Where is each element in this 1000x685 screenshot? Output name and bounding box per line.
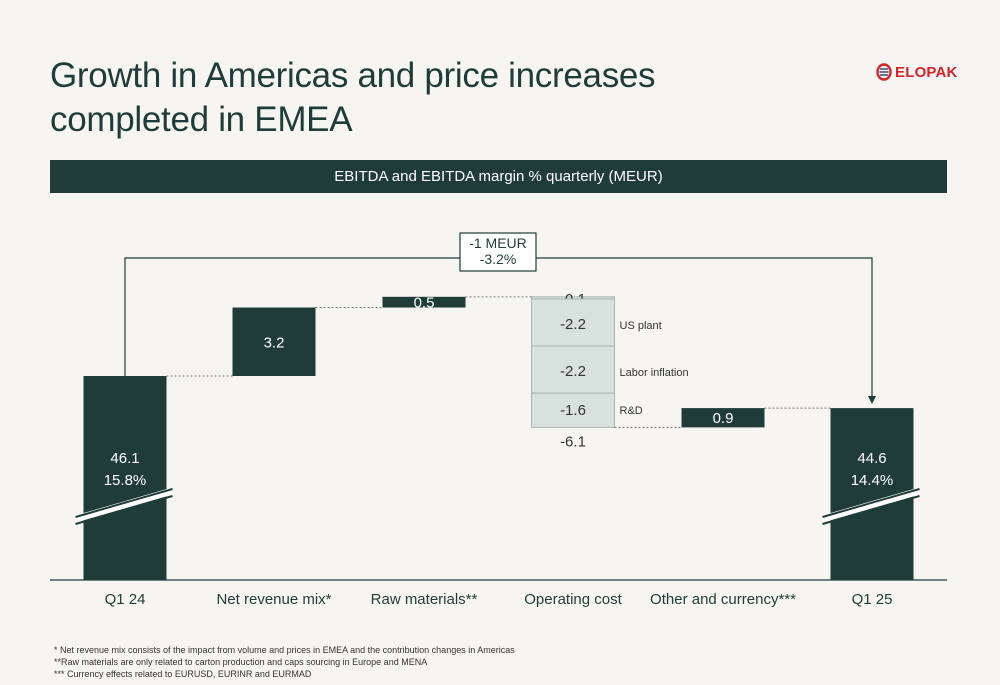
delta-bar [232, 307, 316, 376]
data-label: 0.9 [713, 410, 734, 427]
page-title: Growth in Americas and price increases c… [50, 54, 690, 142]
axis-break-line [75, 488, 173, 518]
segment-name: R&D [620, 405, 643, 417]
operating-cost-segment [531, 392, 615, 428]
axis-break-line [822, 488, 920, 518]
axis-break-gap [74, 487, 174, 523]
page-title-line-1: Growth in Americas and price increases [50, 56, 656, 95]
delta-bar [382, 296, 466, 308]
data-label: 0.5 [414, 295, 435, 312]
waterfall-chart: 46.115.8%3.20.5-0.1-2.2US plant-2.2Labor… [50, 232, 947, 608]
delta-bar [681, 408, 765, 428]
footnotes: * Net revenue mix consists of the impact… [54, 644, 515, 680]
axis-break-gap [821, 487, 921, 523]
total-bar [83, 376, 167, 580]
bridge-arrow-head [868, 396, 876, 404]
chart-title-banner: EBITDA and EBITDA margin % quarterly (ME… [50, 160, 947, 193]
segment-name: US plant [620, 320, 662, 332]
axis-break-line [75, 495, 173, 525]
category-label: Q1 25 [852, 591, 893, 608]
data-label: 44.6 [857, 450, 886, 467]
bridge-label-margin: -3.2% [480, 251, 517, 267]
data-label: 46.1 [110, 450, 139, 467]
segment-name: Labor inflation [620, 367, 689, 379]
category-label: Operating cost [524, 591, 622, 608]
footnote-2: **Raw materials are only related to cart… [54, 657, 428, 667]
margin-label: 15.8% [104, 472, 147, 489]
segment-label: -1.6 [560, 402, 586, 419]
data-label: 3.2 [264, 334, 285, 351]
axis-break-line [822, 495, 920, 525]
margin-label: 14.4% [851, 472, 894, 489]
elopak-logo-icon [876, 63, 892, 81]
footnote-1: * Net revenue mix consists of the impact… [54, 645, 515, 655]
segment-label: -2.2 [560, 316, 586, 333]
logo-text: ELOPAK [895, 63, 958, 81]
page-title-line-2: completed in EMEA [50, 100, 353, 139]
footnote-3: *** Currency effects related to EURUSD, … [54, 669, 312, 679]
category-label: Q1 24 [105, 591, 146, 608]
bridge-box [459, 232, 537, 272]
elopak-logo: ELOPAK [876, 62, 958, 82]
segment-label: -2.2 [560, 363, 586, 380]
category-label: Other and currency*** [650, 591, 796, 608]
category-label: Net revenue mix* [216, 591, 331, 608]
data-label: -6.1 [560, 433, 586, 450]
category-label: Raw materials** [371, 591, 478, 608]
bridge-label-meur: -1 MEUR [469, 235, 527, 251]
